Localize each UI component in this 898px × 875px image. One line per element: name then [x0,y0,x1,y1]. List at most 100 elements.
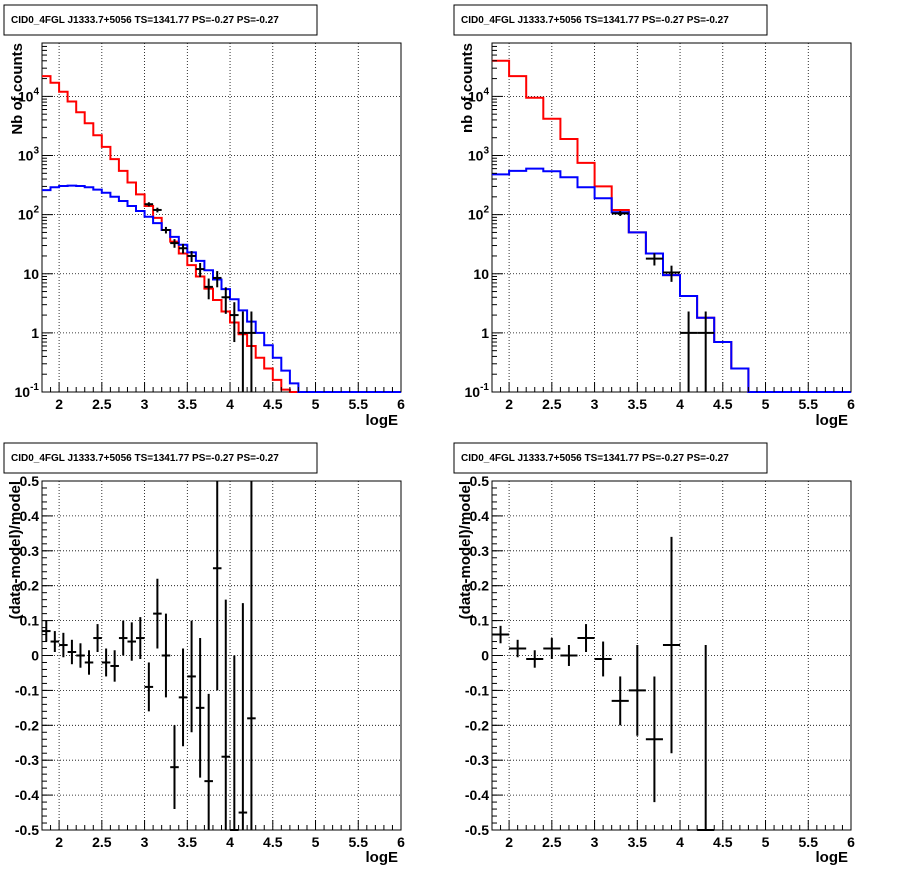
data-points [144,202,256,392]
panel-spectrum-right: 2 2.5 3 3.5 4 4.5 5 5.5 6 10-1 1 10 102 103 104 CID0_… [453,4,855,429]
y-tick-label: 0.2 [470,578,490,594]
histogram-line-blue [42,184,401,393]
y-tick-label: 103 [468,146,490,164]
data-point [662,536,681,754]
title-box: CID0_4FGL J1333.7+5056 TS=1341.77 PS=-0.… [453,442,768,474]
y-axis-label: (data-model)/model [7,481,24,619]
data-point [212,481,222,691]
x-tick-label: 3.5 [178,396,198,412]
data-point [161,226,171,234]
y-tick-label: 0 [481,648,489,664]
data-point [170,239,179,248]
data-point [662,265,681,282]
data-point [543,638,561,659]
plot-frame [41,480,402,831]
plot-frame [491,42,852,393]
data-point [247,311,256,392]
data-point [628,645,646,736]
data-point [611,211,629,216]
x-tick-label: 5.5 [349,834,369,850]
x-tick-label: 5.5 [349,396,369,412]
data-point [697,311,715,392]
y-tick-label: -0.4 [465,787,489,803]
panel-spectrum-left: 2 2.5 3 3.5 4 4.5 5 5.5 6 10-1 1 10 102 103 104 CID0_… [3,4,405,429]
title-box: CID0_4FGL J1333.7+5056 TS=1341.77 PS=-0.… [453,4,768,36]
chart-title: CID0_4FGL J1333.7+5056 TS=1341.77 PS=-0.… [461,453,729,464]
data-point [76,643,85,668]
y-axis-label: nb of counts [459,43,476,133]
data-point [136,617,145,659]
data-point [645,676,663,803]
x-tick-label: 4.5 [713,834,733,850]
y-tick-label: -0.1 [465,682,489,698]
x-tick-label: 4 [226,834,234,850]
data-point [680,311,698,392]
x-axis-label: logE [366,412,399,429]
data-point [170,725,179,810]
x-axis-label: logE [366,849,399,866]
data-points [492,536,715,831]
x-tick-label: 2 [505,834,513,850]
y-tick-label: 0.1 [470,613,490,629]
title-box: CID0_4FGL J1333.7+5056 TS=1341.77 PS=-0.… [3,442,318,474]
data-point [50,631,60,653]
y-tick-label: 104 [18,86,40,104]
grid [42,43,401,392]
data-point [93,624,102,653]
data-point [238,603,248,830]
data-point [645,253,663,266]
x-tick-label: 4 [226,396,234,412]
y-tick-label: 10 [473,266,489,282]
data-point [118,620,128,656]
y-tick-label: 1 [31,325,39,341]
data-point [204,278,213,300]
y-axis-ticks: -0.5 -0.4 -0.3 -0.2 -0.1 0 0.1 0.2 0.3 0.4 0.5 [465,473,503,838]
x-tick-label: 5.5 [799,396,819,412]
data-points [611,211,715,392]
chart-title: CID0_4FGL J1333.7+5056 TS=1341.77 PS=-0.… [11,15,279,26]
y-tick-label: 0.3 [470,543,490,559]
chart-title: CID0_4FGL J1333.7+5056 TS=1341.77 PS=-0.… [11,453,279,464]
x-tick-label: 6 [847,396,855,412]
y-axis-label: Nb of counts [9,43,26,135]
data-point [153,578,162,649]
x-tick-label: 4 [676,396,684,412]
x-tick-label: 2.5 [542,396,562,412]
data-point [230,302,239,343]
data-point [161,613,171,698]
data-point [238,311,248,392]
y-tick-label: 0.4 [20,508,40,524]
data-point [187,620,196,733]
data-point [560,645,578,666]
x-tick-label: 4 [676,834,684,850]
x-tick-label: 5 [312,834,320,850]
x-axis-ticks: 2 2.5 3 3.5 4 4.5 5 5.5 6 [491,820,855,850]
data-point [611,676,629,726]
series [42,75,401,393]
y-axis-label: (data-model)/model [457,481,474,619]
data-point [195,638,205,778]
x-tick-label: 3 [591,834,599,850]
x-tick-label: 5 [312,396,320,412]
x-tick-label: 2.5 [542,834,562,850]
data-point [230,655,239,831]
data-point [221,599,231,830]
y-tick-label: 0.2 [20,578,40,594]
y-tick-label: -0.3 [15,752,39,768]
grid [42,481,401,830]
data-point [127,622,137,661]
y-tick-label: -0.5 [465,822,489,838]
y-tick-label: 0.5 [470,473,490,489]
y-tick-label: 103 [18,146,40,164]
x-axis-ticks: 2 2.5 3 3.5 4 4.5 5 5.5 6 [41,820,405,850]
y-tick-label: -0.1 [15,682,39,698]
histogram-line-red [42,75,401,393]
y-tick-label: 0.5 [20,473,40,489]
y-tick-label: -0.3 [465,752,489,768]
data-point [187,251,196,263]
y-tick-label: 10-1 [465,382,490,400]
y-axis-ticks: -0.5 -0.4 -0.3 -0.2 -0.1 0 0.1 0.2 0.3 0.4 0.5 [15,473,53,838]
x-tick-label: 6 [847,834,855,850]
y-tick-label: -0.4 [15,787,39,803]
x-tick-label: 2 [55,834,63,850]
